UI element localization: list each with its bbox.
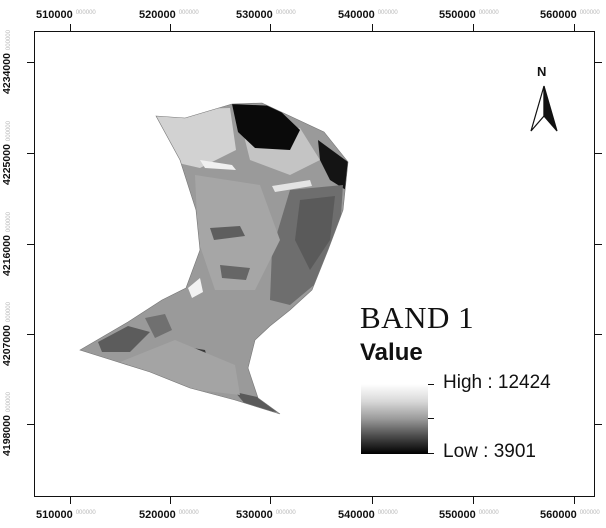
x-tick-label-bottom-510000: 510000 000000 [36,509,96,521]
legend-color-ramp [361,384,428,454]
x-tick-top [473,24,474,31]
x-tick-top [70,24,71,31]
north-arrow-icon [530,85,558,132]
y-tick-left [27,62,34,63]
legend-tick-mid [428,418,434,419]
legend-high-label: High : 12424 [443,372,551,393]
x-tick-label-bottom-560000: 560000 000000 [540,509,600,521]
x-tick-bottom [473,497,474,504]
raster-dark-patch [98,326,150,352]
raster-speckle [220,265,250,280]
y-tick-right [595,334,602,335]
y-tick-right [595,62,602,63]
y-tick-left [27,244,34,245]
x-tick-label-bottom-550000: 550000 000000 [439,509,499,521]
x-tick-top [574,24,575,31]
y-tick-left [27,334,34,335]
x-tick-label-bottom-520000: 520000 000000 [139,509,199,521]
legend-title: BAND 1 [360,300,475,335]
raster-dark-patch [232,104,300,150]
x-tick-top [170,24,171,31]
raster-body [80,103,348,414]
x-tick-bottom [574,497,575,504]
raster-light-patch [120,340,240,395]
north-label: N [537,64,547,79]
y-tick-left [27,153,34,154]
x-tick-bottom [372,497,373,504]
y-tick-right [595,244,602,245]
raster-outline [79,102,349,415]
x-tick-bottom [170,497,171,504]
x-tick-label-bottom-530000: 530000 000000 [236,509,296,521]
raster-speckle [210,226,245,240]
legend-tick-low [428,453,434,454]
raster-bright-spot [188,278,203,298]
raster-dark-patch [235,392,278,412]
y-tick-left [27,424,34,425]
legend-subtitle: Value [360,339,423,366]
x-tick-label-top-560000: 560000 000000 [540,9,600,21]
raster-dark-patch [145,314,172,338]
x-tick-label-top-530000: 530000 000000 [236,9,296,21]
raster-bright-spot [200,160,236,170]
y-tick-right [595,153,602,154]
x-tick-bottom [270,497,271,504]
raster-mid-patch [295,196,335,270]
x-tick-label-top-550000: 550000 000000 [439,9,499,21]
x-tick-bottom [70,497,71,504]
x-tick-top [270,24,271,31]
legend-low-label: Low : 3901 [443,441,536,462]
raster-dark-patch [318,140,348,190]
x-tick-top [372,24,373,31]
x-tick-label-top-520000: 520000 000000 [139,9,199,21]
x-tick-label-top-540000: 540000 000000 [338,9,398,21]
y-tick-right [595,424,602,425]
x-tick-label-bottom-540000: 540000 000000 [338,509,398,521]
legend-tick-high [428,384,434,385]
raster-bright-spot [272,180,312,192]
x-tick-label-top-510000: 510000 000000 [36,9,96,21]
